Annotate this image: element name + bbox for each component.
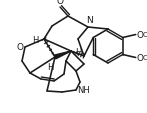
Text: O: O (137, 31, 144, 40)
Text: O: O (16, 43, 23, 52)
Text: O: O (56, 0, 64, 6)
Text: N: N (86, 16, 92, 25)
Text: CH₃: CH₃ (142, 32, 147, 38)
Text: H: H (47, 62, 53, 71)
Polygon shape (54, 52, 71, 59)
Text: NH: NH (77, 86, 90, 95)
Text: H: H (75, 48, 81, 57)
Text: H: H (32, 36, 38, 45)
Text: CH₃: CH₃ (142, 55, 147, 61)
Text: O: O (137, 54, 144, 62)
